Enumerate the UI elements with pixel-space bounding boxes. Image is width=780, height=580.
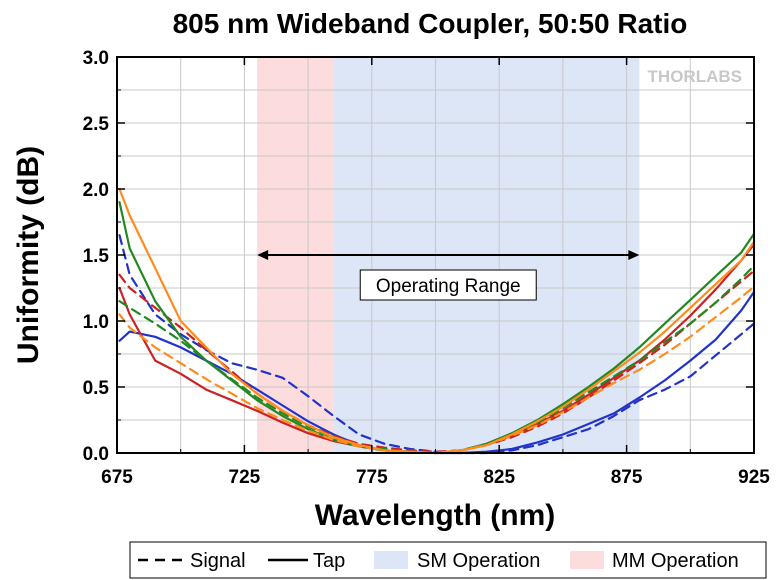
operating-range-label: Operating Range bbox=[376, 276, 521, 297]
y-tick-label: 1.5 bbox=[83, 246, 110, 267]
y-tick-label: 0.5 bbox=[83, 378, 110, 399]
x-axis-label: Wavelength (nm) bbox=[315, 499, 556, 532]
y-tick-label: 2.0 bbox=[83, 180, 109, 201]
y-tick-label: 0.0 bbox=[83, 444, 109, 465]
legend-swatch-sm-operation bbox=[374, 551, 408, 569]
y-tick-label: 2.5 bbox=[83, 114, 110, 135]
y-tick-label: 1.0 bbox=[83, 312, 109, 333]
y-tick-label: 3.0 bbox=[83, 48, 109, 69]
legend-box bbox=[129, 541, 767, 579]
operating-range-box bbox=[359, 269, 537, 301]
legend: Signal Tap SM Operation MM Operation bbox=[129, 541, 767, 579]
x-tick-label: 725 bbox=[229, 467, 261, 488]
x-tick-label: 775 bbox=[356, 467, 388, 488]
operating-range-annotation: Operating Range bbox=[257, 250, 640, 301]
y-axis-label: Uniformity (dB) bbox=[12, 146, 45, 364]
arrowhead-right-icon bbox=[628, 250, 640, 260]
legend-label: SM Operation bbox=[417, 550, 540, 572]
x-tick-label: 825 bbox=[483, 467, 515, 488]
x-tick-label: 925 bbox=[738, 467, 770, 488]
series-line-signal-5 bbox=[118, 264, 756, 455]
arrowhead-left-icon bbox=[257, 250, 269, 260]
x-tick-label: 875 bbox=[611, 467, 643, 488]
x-tick-label: 675 bbox=[101, 467, 133, 488]
legend-swatch-mm-operation bbox=[570, 551, 604, 569]
legend-label: MM Operation bbox=[612, 550, 739, 572]
legend-label: Signal bbox=[190, 550, 246, 572]
y-axis-ticks: 0.0 0.5 1.0 1.5 2.0 2.5 3.0 bbox=[83, 48, 754, 465]
legend-label: Tap bbox=[313, 550, 345, 572]
thorlabs-logo: THORLABS bbox=[648, 67, 742, 86]
chart-title: 805 nm Wideband Coupler, 50:50 Ratio bbox=[173, 8, 688, 39]
x-axis-ticks: 675 725 775 825 875 925 bbox=[101, 57, 770, 488]
